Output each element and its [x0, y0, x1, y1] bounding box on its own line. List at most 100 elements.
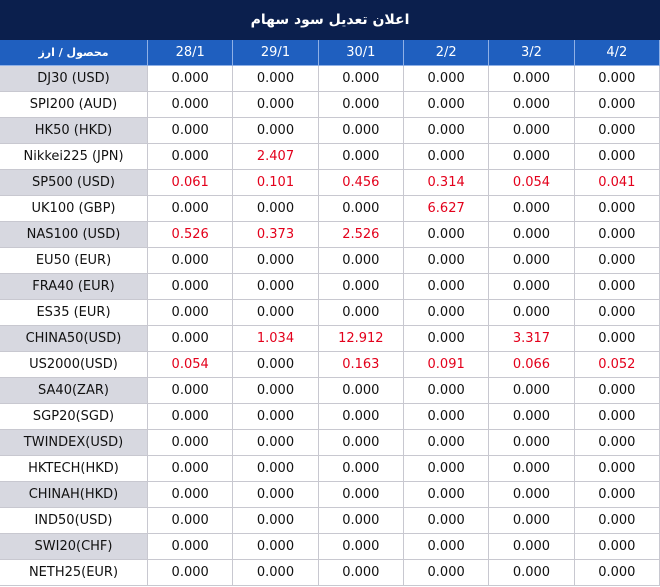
- table-row: SA40(ZAR) 0.000 0.000 0.000 0.000 0.000 0.000: [0, 378, 660, 404]
- table-row: NETH25(EUR) 0.000 0.000 0.000 0.000 0.000 0.00…: [0, 560, 660, 586]
- value-cell: 0.000: [233, 456, 319, 482]
- value-cell: 0.000: [574, 92, 660, 118]
- value-cell: 0.000: [148, 378, 234, 404]
- value-cell: 0.000: [318, 378, 404, 404]
- product-cell: SGP20(SGD): [0, 404, 148, 430]
- value-cell: 0.091: [403, 352, 490, 378]
- table-row: CHINAH(HKD) 0.000 0.000 0.000 0.000 0.000 0.00…: [0, 482, 660, 508]
- value-cell: 0.000: [318, 300, 404, 326]
- value-cell: 0.000: [403, 430, 490, 456]
- value-cell: 0.000: [574, 118, 660, 144]
- product-cell: SPI200 (AUD): [0, 92, 148, 118]
- value-cell: 0.000: [148, 248, 234, 274]
- value-cell: 0.000: [403, 300, 490, 326]
- value-cell: 0.000: [403, 534, 490, 560]
- value-cell: 0.000: [233, 430, 319, 456]
- value-cell: 0.000: [233, 534, 319, 560]
- value-cell: 0.000: [403, 248, 490, 274]
- header-cell: محصول / ارز: [0, 40, 148, 66]
- value-cell: 0.000: [403, 274, 490, 300]
- value-cell: 0.000: [233, 508, 319, 534]
- value-cell: 0.000: [574, 222, 660, 248]
- value-cell: 0.000: [489, 118, 575, 144]
- value-cell: 0.000: [489, 248, 575, 274]
- value-cell: 0.000: [318, 482, 404, 508]
- value-cell: 0.000: [574, 66, 660, 92]
- value-cell: 2.526: [318, 222, 404, 248]
- product-cell: DJ30 (USD): [0, 66, 148, 92]
- product-cell: Nikkei225 (JPN): [0, 144, 148, 170]
- product-cell: US2000(USD): [0, 352, 148, 378]
- value-cell: 0.000: [403, 404, 490, 430]
- table-row: Nikkei225 (JPN) 0.000 2.407 0.000 0.000 0.000…: [0, 144, 660, 170]
- value-cell: 0.000: [318, 92, 404, 118]
- table-row: SP500 (USD) 0.061 0.101 0.456 0.314 0.054 0.04…: [0, 170, 660, 196]
- value-cell: 0.000: [318, 144, 404, 170]
- product-cell: SWI20(CHF): [0, 534, 148, 560]
- value-cell: 3.317: [489, 326, 575, 352]
- product-cell: HKTECH(HKD): [0, 456, 148, 482]
- value-cell: 0.000: [233, 274, 319, 300]
- table-row: FRA40 (EUR) 0.000 0.000 0.000 0.000 0.000 0.00…: [0, 274, 660, 300]
- value-cell: 0.000: [574, 326, 660, 352]
- value-cell: 0.101: [233, 170, 319, 196]
- table-row: TWINDEX(USD) 0.000 0.000 0.000 0.000 0.000 0.0…: [0, 430, 660, 456]
- value-cell: 0.000: [148, 404, 234, 430]
- table-row: ES35 (EUR) 0.000 0.000 0.000 0.000 0.000 0.000: [0, 300, 660, 326]
- value-cell: 0.000: [489, 482, 575, 508]
- value-cell: 0.000: [148, 326, 234, 352]
- table-row: EU50 (EUR) 0.000 0.000 0.000 0.000 0.000 0.000: [0, 248, 660, 274]
- value-cell: 0.000: [574, 404, 660, 430]
- value-cell: 0.066: [489, 352, 575, 378]
- value-cell: 0.000: [403, 560, 490, 586]
- value-cell: 0.000: [403, 508, 490, 534]
- header-cell: 4/2: [574, 40, 660, 66]
- header-cell: 28/1: [148, 40, 234, 66]
- value-cell: 0.000: [574, 248, 660, 274]
- value-cell: 0.000: [574, 508, 660, 534]
- table-row: IND50(USD) 0.000 0.000 0.000 0.000 0.000 0.000: [0, 508, 660, 534]
- value-cell: 0.052: [574, 352, 660, 378]
- value-cell: 0.000: [574, 300, 660, 326]
- value-cell: 0.000: [403, 66, 490, 92]
- value-cell: 0.000: [574, 456, 660, 482]
- value-cell: 0.000: [148, 456, 234, 482]
- value-cell: 0.000: [148, 196, 234, 222]
- value-cell: 0.000: [233, 560, 319, 586]
- value-cell: 0.000: [233, 196, 319, 222]
- value-cell: 0.000: [318, 430, 404, 456]
- product-cell: SA40(ZAR): [0, 378, 148, 404]
- value-cell: 0.000: [233, 66, 319, 92]
- value-cell: 0.000: [318, 560, 404, 586]
- header-cell: 2/2: [403, 40, 490, 66]
- table: محصول / ارز 28/1 29/1 30/1 2/2 3/2 4/2 DJ30 (US…: [0, 40, 660, 586]
- value-cell: 0.000: [403, 482, 490, 508]
- value-cell: 0.000: [574, 534, 660, 560]
- value-cell: 0.054: [148, 352, 234, 378]
- product-cell: CHINA50(USD): [0, 326, 148, 352]
- value-cell: 2.407: [233, 144, 319, 170]
- value-cell: 0.000: [148, 92, 234, 118]
- value-cell: 0.000: [318, 248, 404, 274]
- header-cell: 3/2: [489, 40, 575, 66]
- value-cell: 0.000: [318, 118, 404, 144]
- value-cell: 0.000: [148, 300, 234, 326]
- value-cell: 0.000: [318, 534, 404, 560]
- product-cell: TWINDEX(USD): [0, 430, 148, 456]
- table-row: SGP20(SGD) 0.000 0.000 0.000 0.000 0.000 0.000: [0, 404, 660, 430]
- value-cell: 0.000: [574, 196, 660, 222]
- value-cell: 0.000: [403, 378, 490, 404]
- value-cell: 0.000: [489, 404, 575, 430]
- value-cell: 0.000: [233, 378, 319, 404]
- product-cell: FRA40 (EUR): [0, 274, 148, 300]
- value-cell: 0.000: [489, 430, 575, 456]
- value-cell: 0.000: [318, 456, 404, 482]
- value-cell: 0.000: [403, 326, 490, 352]
- value-cell: 0.000: [148, 66, 234, 92]
- table-row: UK100 (GBP) 0.000 0.000 0.000 6.627 0.000 0.00…: [0, 196, 660, 222]
- value-cell: 0.000: [233, 248, 319, 274]
- value-cell: 0.061: [148, 170, 234, 196]
- value-cell: 0.000: [574, 144, 660, 170]
- value-cell: 0.000: [574, 274, 660, 300]
- value-cell: 0.456: [318, 170, 404, 196]
